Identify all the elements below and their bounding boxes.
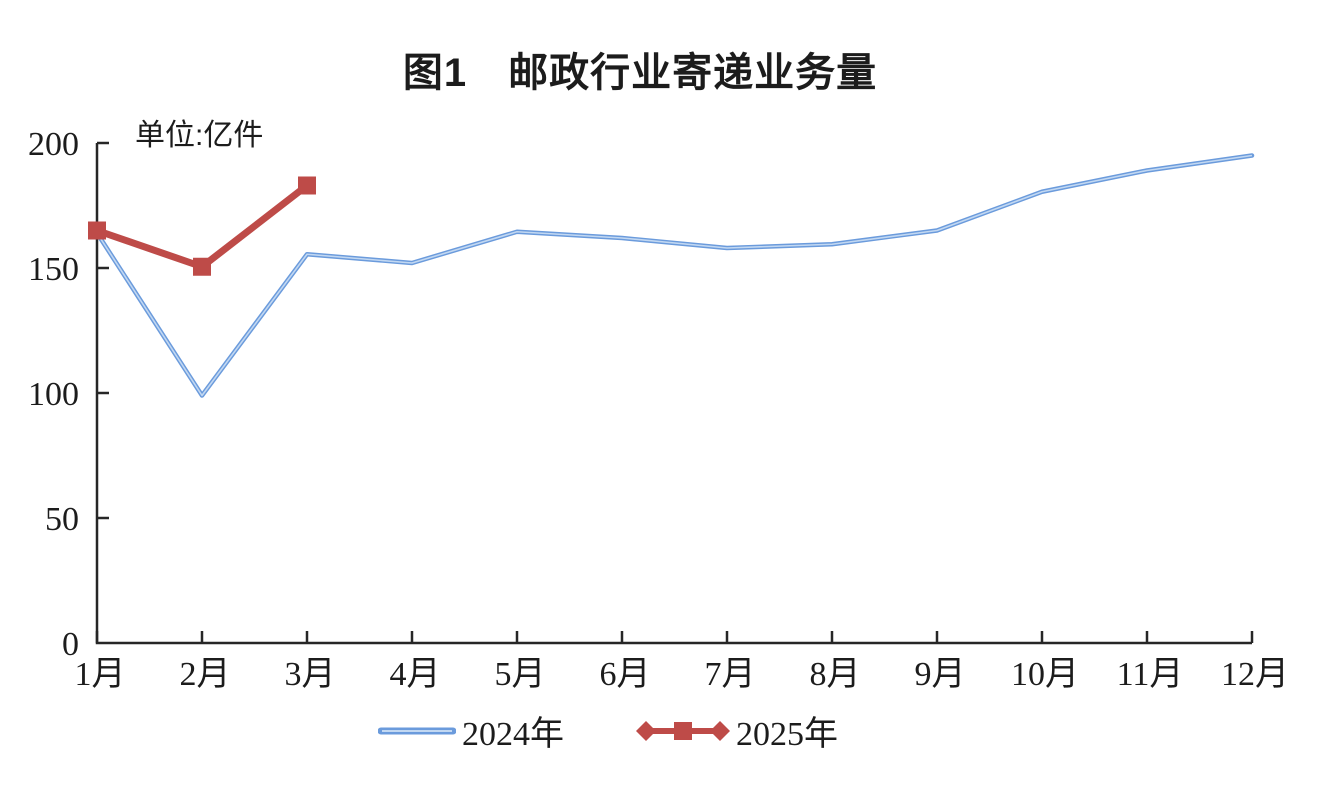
series-2025年-line: [95, 182, 310, 271]
y-axis-tick-label: 150: [28, 251, 79, 288]
x-axis-tick-label: 10月: [1011, 656, 1079, 693]
series-2025年-marker: [193, 257, 211, 276]
series-2024年-line-highlight: [96, 154, 1253, 397]
x-axis-tick-label: 11月: [1117, 656, 1184, 693]
series-2024年-line: [94, 153, 1255, 398]
line-sample-2024-icon: [378, 727, 456, 734]
series-2025年-marker: [298, 176, 316, 195]
x-axis-tick-label: 5月: [495, 656, 546, 693]
chart-title: 图1 邮政行业寄递业务量: [402, 51, 878, 95]
x-axis-tick-label: 6月: [600, 656, 651, 693]
series-2025年-marker: [88, 221, 106, 240]
x-axis-tick-label: 2月: [180, 656, 231, 693]
y-axis-tick-label: 200: [28, 126, 79, 163]
y-axis-tick-label: 50: [45, 501, 79, 538]
line-sample-2025-icon: [636, 720, 730, 741]
x-axis-tick-label: 8月: [810, 656, 861, 693]
x-axis-tick-label: 7月: [705, 656, 756, 693]
x-axis-tick-label: 3月: [285, 656, 336, 693]
legend-item-2024[interactable]: 2024年: [378, 706, 564, 755]
unit-label: 单位:亿件: [135, 119, 264, 152]
x-axis-tick-label: 9月: [915, 656, 966, 693]
legend-label-2024: 2024年: [462, 716, 564, 753]
legend-label-2025: 2025年: [736, 716, 838, 753]
x-axis-tick-label: 1月: [75, 656, 126, 693]
x-axis-tick-label: 4月: [390, 656, 441, 693]
y-axis-tick-label: 0: [62, 626, 79, 663]
x-axis-tick-label: 12月: [1221, 656, 1289, 693]
legend-item-2025[interactable]: 2025年: [636, 706, 838, 755]
legend: 2024年 2025年: [378, 706, 838, 755]
y-axis-tick-label: 100: [28, 376, 79, 413]
